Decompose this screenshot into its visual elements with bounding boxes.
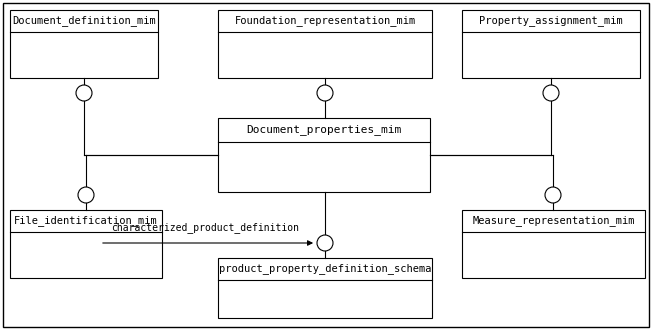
- Bar: [462, 10, 640, 78]
- Circle shape: [76, 85, 92, 101]
- Bar: [218, 10, 432, 78]
- Circle shape: [545, 187, 561, 203]
- Text: Document_definition_mim: Document_definition_mim: [12, 16, 156, 26]
- Text: Document_properties_mim: Document_properties_mim: [246, 124, 402, 135]
- Text: Property_assignment_mim: Property_assignment_mim: [479, 16, 623, 26]
- Text: characterized_product_definition: characterized_product_definition: [111, 222, 299, 233]
- Circle shape: [317, 85, 333, 101]
- Text: product_property_definition_schema: product_property_definition_schema: [219, 264, 431, 275]
- Text: File_identification_mim: File_identification_mim: [14, 215, 158, 226]
- Bar: [462, 210, 645, 278]
- Bar: [218, 258, 432, 318]
- Text: Foundation_representation_mim: Foundation_representation_mim: [234, 16, 415, 26]
- Text: Measure_representation_mim: Measure_representation_mim: [472, 215, 635, 226]
- Circle shape: [317, 235, 333, 251]
- Bar: [10, 210, 162, 278]
- Bar: [218, 118, 430, 192]
- Circle shape: [543, 85, 559, 101]
- Circle shape: [78, 187, 94, 203]
- Bar: [10, 10, 158, 78]
